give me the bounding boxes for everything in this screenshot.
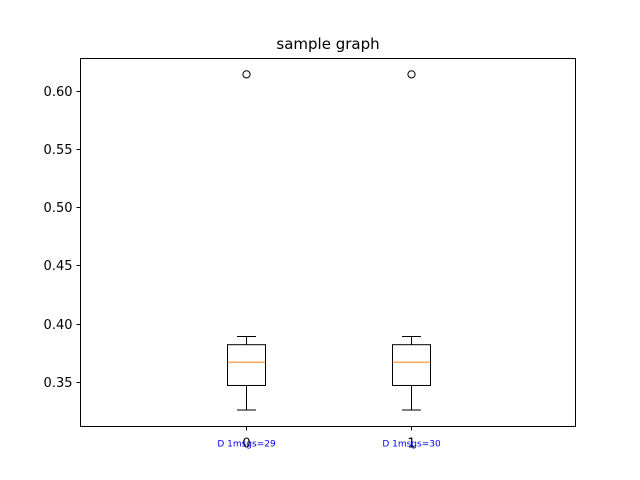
chart-title: sample graph (276, 35, 379, 53)
y-tick-label: 0.45 (44, 259, 73, 274)
y-tick-label: 0.50 (44, 201, 73, 216)
y-tick-label: 0.60 (44, 85, 73, 100)
y-tick-label: 0.40 (44, 318, 73, 333)
y-tick-label: 0.35 (44, 376, 73, 391)
box-annotation: D 1msgs=30 (382, 440, 441, 450)
y-tick-label: 0.55 (44, 143, 73, 158)
box-annotation: D 1msgs=29 (217, 440, 276, 450)
